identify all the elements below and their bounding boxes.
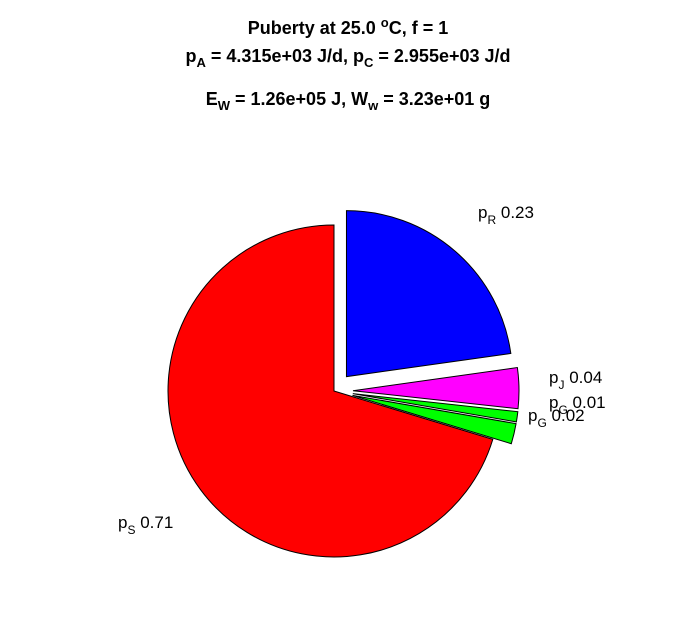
title-ew-symbol: E — [205, 89, 218, 109]
title-ww-sub: w — [368, 98, 379, 113]
title-line-1-text: Puberty at 25.0 — [247, 18, 381, 38]
slice-label-r-0: pR 0.23 — [478, 203, 534, 227]
title-line-1-text-end: C, f = 1 — [388, 18, 449, 38]
title-ew-sub: W — [217, 98, 230, 113]
title-ww-value: = 3.23e+01 g — [378, 89, 491, 109]
chart-title-line-2: pA = 4.315e+03 J/d, pC = 2.955e+03 J/d — [0, 45, 696, 74]
pie-slice-g-3 — [352, 394, 517, 445]
pie-slice-j-1 — [352, 366, 520, 410]
slice-label-g-3: pG 0.02 — [528, 406, 585, 430]
pie-slice-s-4 — [167, 224, 494, 558]
chart-title-line-3: EW = 1.26e+05 J, Ww = 3.23e+01 g — [0, 88, 696, 117]
title-pa-sub: A — [196, 55, 206, 70]
title-ew-value: = 1.26e+05 J, W — [229, 89, 369, 109]
title-pa-value: = 4.315e+03 J/d, p — [205, 46, 364, 66]
title-pc-value: = 2.955e+03 J/d — [373, 46, 511, 66]
pie-slice-r-0 — [345, 210, 512, 378]
title-degree-sup: o — [380, 15, 389, 30]
slice-label-g-2: pG 0.01 — [549, 393, 606, 417]
chart-title-line-1: Puberty at 25.0 oC, f = 1 — [0, 12, 696, 39]
title-pa-symbol: p — [185, 46, 197, 66]
title-pc-sub: C — [364, 55, 374, 70]
slice-label-j-1: pJ 0.04 — [549, 368, 602, 392]
pie-slice-g-2 — [352, 393, 519, 423]
slice-label-s-4: pS 0.71 — [118, 513, 173, 537]
